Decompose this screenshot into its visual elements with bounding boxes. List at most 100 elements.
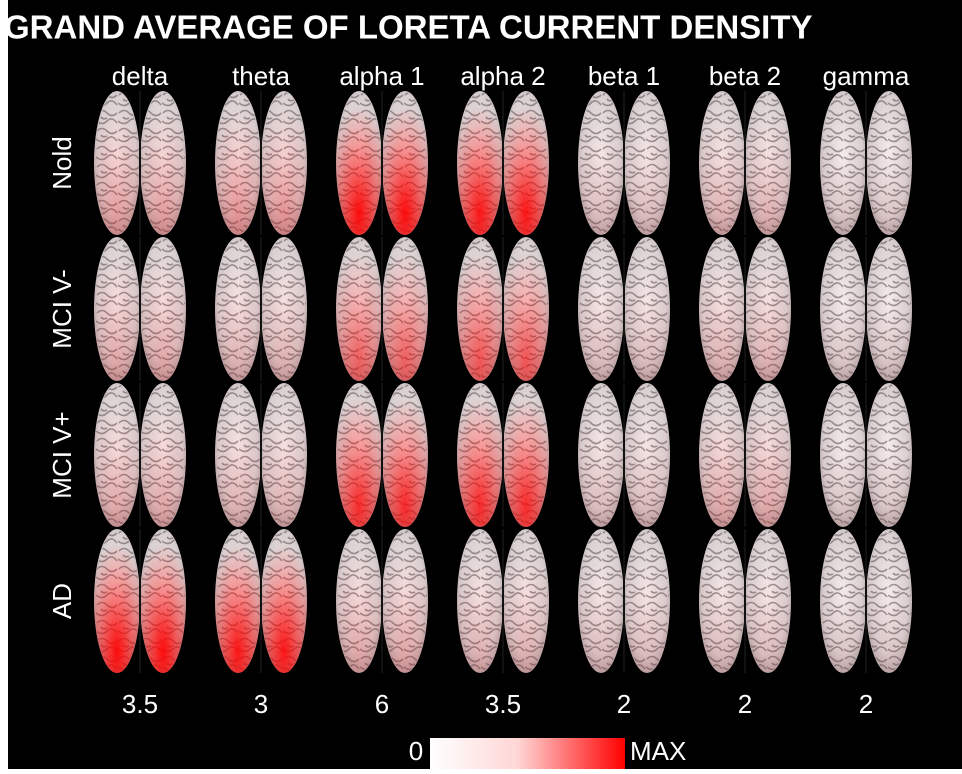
scale-max: 3.5 [485, 689, 521, 719]
activation [745, 383, 791, 527]
brain [578, 383, 670, 527]
brain [336, 529, 428, 673]
column-label: alpha 2 [460, 61, 545, 91]
brain [94, 237, 186, 381]
activation [457, 237, 503, 381]
brain [215, 529, 307, 673]
activation [140, 383, 186, 527]
activation [745, 529, 791, 673]
activation [578, 237, 624, 381]
activation [578, 383, 624, 527]
brain [578, 237, 670, 381]
activation [94, 529, 140, 673]
scale-max: 6 [375, 689, 389, 719]
activation [503, 383, 549, 527]
activation [261, 383, 307, 527]
activation [820, 383, 866, 527]
brain [215, 237, 307, 381]
column-label: theta [232, 61, 290, 91]
activation [382, 237, 428, 381]
activation [578, 529, 624, 673]
activation [215, 237, 261, 381]
activation [699, 529, 745, 673]
row-label: Nold [47, 136, 77, 189]
scale-max: 2 [738, 689, 752, 719]
brain-grid [94, 91, 912, 673]
activation [94, 383, 140, 527]
activation [866, 383, 912, 527]
scale-max: 2 [859, 689, 873, 719]
activation [94, 237, 140, 381]
activation [140, 529, 186, 673]
activation [336, 91, 382, 235]
activation [261, 529, 307, 673]
row-label: AD [47, 583, 77, 619]
brain [94, 529, 186, 673]
brain [820, 529, 912, 673]
brain [457, 237, 549, 381]
scale-max: 3.5 [122, 689, 158, 719]
brain [699, 383, 791, 527]
activation [457, 91, 503, 235]
activation [503, 237, 549, 381]
activation [745, 91, 791, 235]
brain [820, 383, 912, 527]
activation [820, 237, 866, 381]
activation [699, 237, 745, 381]
activation [336, 383, 382, 527]
activation [624, 529, 670, 673]
activation [820, 529, 866, 673]
activation [578, 91, 624, 235]
column-label: beta 1 [588, 61, 660, 91]
title: GRAND AVERAGE OF LORETA CURRENT DENSITY [4, 9, 813, 46]
activation [261, 237, 307, 381]
brain [336, 237, 428, 381]
brain [457, 91, 549, 235]
colorbar-max: MAX [630, 736, 686, 766]
activation [215, 91, 261, 235]
brain [699, 237, 791, 381]
brain [336, 91, 428, 235]
activation [336, 529, 382, 673]
colorbar-min: 0 [409, 736, 423, 766]
activation [866, 237, 912, 381]
brain [699, 91, 791, 235]
activation [624, 237, 670, 381]
row-label: MCI V+ [47, 411, 77, 498]
activation [382, 383, 428, 527]
brain [578, 91, 670, 235]
brain [457, 529, 549, 673]
column-label: alpha 1 [339, 61, 424, 91]
brain [457, 383, 549, 527]
activation [624, 383, 670, 527]
activation [382, 529, 428, 673]
brain [94, 91, 186, 235]
activation [457, 529, 503, 673]
brain [215, 383, 307, 527]
activation [503, 529, 549, 673]
activation [866, 529, 912, 673]
activation [215, 383, 261, 527]
activation [140, 237, 186, 381]
scale-max: 3 [254, 689, 268, 719]
column-label: delta [112, 61, 169, 91]
brain [578, 529, 670, 673]
colorbar [430, 738, 625, 769]
brain [94, 383, 186, 527]
activation [261, 91, 307, 235]
activation [94, 91, 140, 235]
activation [215, 529, 261, 673]
activation [382, 91, 428, 235]
activation [140, 91, 186, 235]
activation [699, 383, 745, 527]
activation [503, 91, 549, 235]
row-label: MCI V- [47, 269, 77, 348]
column-label: beta 2 [709, 61, 781, 91]
activation [457, 383, 503, 527]
brain [820, 91, 912, 235]
activation [699, 91, 745, 235]
brain [699, 529, 791, 673]
activation [820, 91, 866, 235]
brain [215, 91, 307, 235]
